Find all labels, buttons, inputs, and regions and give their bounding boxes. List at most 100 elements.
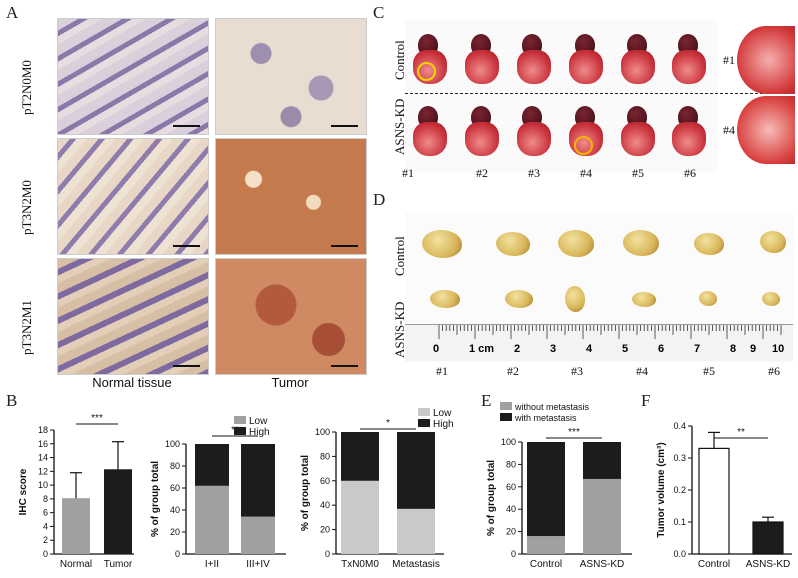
y-axis-label: % of group total [150, 461, 161, 537]
y-axis-label: IHC score [18, 468, 29, 515]
scale-bar [331, 245, 358, 247]
scale-bar [173, 125, 200, 127]
ihc-tumor-pt2n0m0 [215, 18, 367, 135]
category-label: TxN0M0 [341, 559, 379, 570]
panel-c-label: C [373, 3, 385, 22]
significance-label: *** [568, 427, 580, 438]
chart-b3-metastasis: 0 20 40 60 80 100 % of group total TxN0M0 Metast… [300, 408, 453, 570]
bar-segment [527, 536, 565, 554]
tumor-asnskd [762, 292, 780, 306]
ruler-tick-label: 2 [514, 343, 521, 355]
y-tick-label: 2 [43, 535, 48, 545]
y-tick-label: 80 [506, 459, 516, 469]
col-label-tumor: Tumor [271, 375, 309, 390]
tumor-asnskd [699, 291, 717, 306]
lung [672, 122, 706, 156]
sample-label: #3 [528, 166, 540, 180]
lung [672, 50, 706, 84]
tumor-control [496, 232, 530, 256]
y-tick-label: 40 [320, 500, 330, 510]
category-label: Tumor [104, 559, 133, 570]
scale-bar [173, 365, 200, 367]
y-tick-label: 100 [315, 427, 330, 437]
y-tick-label: 8 [43, 494, 48, 504]
bar-segment [397, 432, 435, 509]
ihc-tumor-pt3n2m0 [215, 138, 367, 255]
category-label: III+IV [246, 559, 270, 570]
metastasis-circle [574, 136, 593, 155]
scale-bar [331, 365, 358, 367]
sample-label: #5 [703, 364, 715, 378]
col-label-normal: Normal tissue [92, 375, 172, 390]
legend-label: Low [249, 416, 268, 427]
bar [752, 521, 784, 555]
sample-label: #2 [507, 364, 519, 378]
ruler-tick-label: 9 [750, 343, 757, 355]
y-tick-label: 60 [170, 483, 180, 493]
zoom-inset [737, 96, 795, 164]
d-row-label-control: Control [392, 236, 407, 276]
tumor-control [558, 230, 594, 257]
bar-segment [195, 485, 229, 554]
y-tick-label: 40 [506, 504, 516, 514]
legend-swatch [500, 402, 512, 410]
bar-segment [195, 444, 229, 486]
lung [465, 122, 499, 156]
ruler-tick-label: 10 [772, 343, 785, 355]
y-tick-label: 0.2 [673, 485, 686, 495]
y-tick-label: 0 [511, 549, 516, 559]
ruler-tick-label: 0 [433, 343, 440, 355]
y-tick-label: 100 [501, 437, 516, 447]
bar [62, 498, 90, 554]
legend-label: High [249, 427, 270, 438]
row-label-pt2n0m0: pT2N0M0 [19, 60, 34, 115]
row-label-pt3n2m0: pT3N2M0 [19, 180, 34, 235]
ruler-tick-label: 1 cm [469, 343, 495, 355]
tumor-asnskd [505, 290, 533, 308]
zoom-inset [737, 26, 795, 94]
y-tick-label: 80 [170, 461, 180, 471]
category-label: Control [698, 559, 730, 570]
panel-b-label: B [6, 391, 18, 410]
zoom-label-4: #4 [723, 123, 735, 137]
tumor-control [623, 230, 659, 256]
legend-label: without metastasis [514, 402, 590, 412]
ruler: 0 1 cm 2 3 4 5 6 7 8 9 10 [405, 324, 793, 361]
ruler-tick-label: 8 [730, 343, 737, 355]
legend-swatch [418, 408, 430, 416]
zoom-label-1: #1 [723, 53, 735, 67]
lung [517, 50, 551, 84]
sample-label: #2 [476, 166, 488, 180]
legend-label: Low [433, 408, 452, 419]
bar [104, 469, 132, 554]
legend-swatch [234, 416, 246, 424]
bar-segment [341, 432, 379, 481]
panel-d-label: D [373, 190, 386, 209]
ruler-tick-label: 6 [658, 343, 665, 355]
bar-segment [583, 478, 621, 554]
bar-segment [397, 508, 435, 554]
legend-label: High [433, 419, 453, 430]
y-tick-label: 0.0 [673, 549, 686, 559]
bar-segment [341, 480, 379, 554]
c-row-label-control: Control [392, 40, 407, 80]
bar-segment [583, 442, 621, 479]
sample-label: #6 [768, 364, 780, 378]
panel-e-label: E [481, 391, 492, 410]
ruler-tick-label: 4 [586, 343, 593, 355]
y-tick-label: 20 [320, 525, 330, 535]
lung [569, 50, 603, 84]
ruler-ticks [438, 325, 782, 339]
lung [517, 122, 551, 156]
y-tick-label: 60 [506, 482, 516, 492]
y-tick-label: 14 [38, 453, 48, 463]
legend-swatch [418, 419, 430, 427]
significance-label: ** [737, 427, 745, 438]
bar [698, 447, 730, 555]
ruler-tick-label: 3 [550, 343, 557, 355]
y-tick-label: 4 [43, 521, 48, 531]
y-tick-label: 60 [320, 476, 330, 486]
lung [465, 50, 499, 84]
tumor-control [760, 231, 786, 253]
dashed-divider [405, 93, 793, 94]
